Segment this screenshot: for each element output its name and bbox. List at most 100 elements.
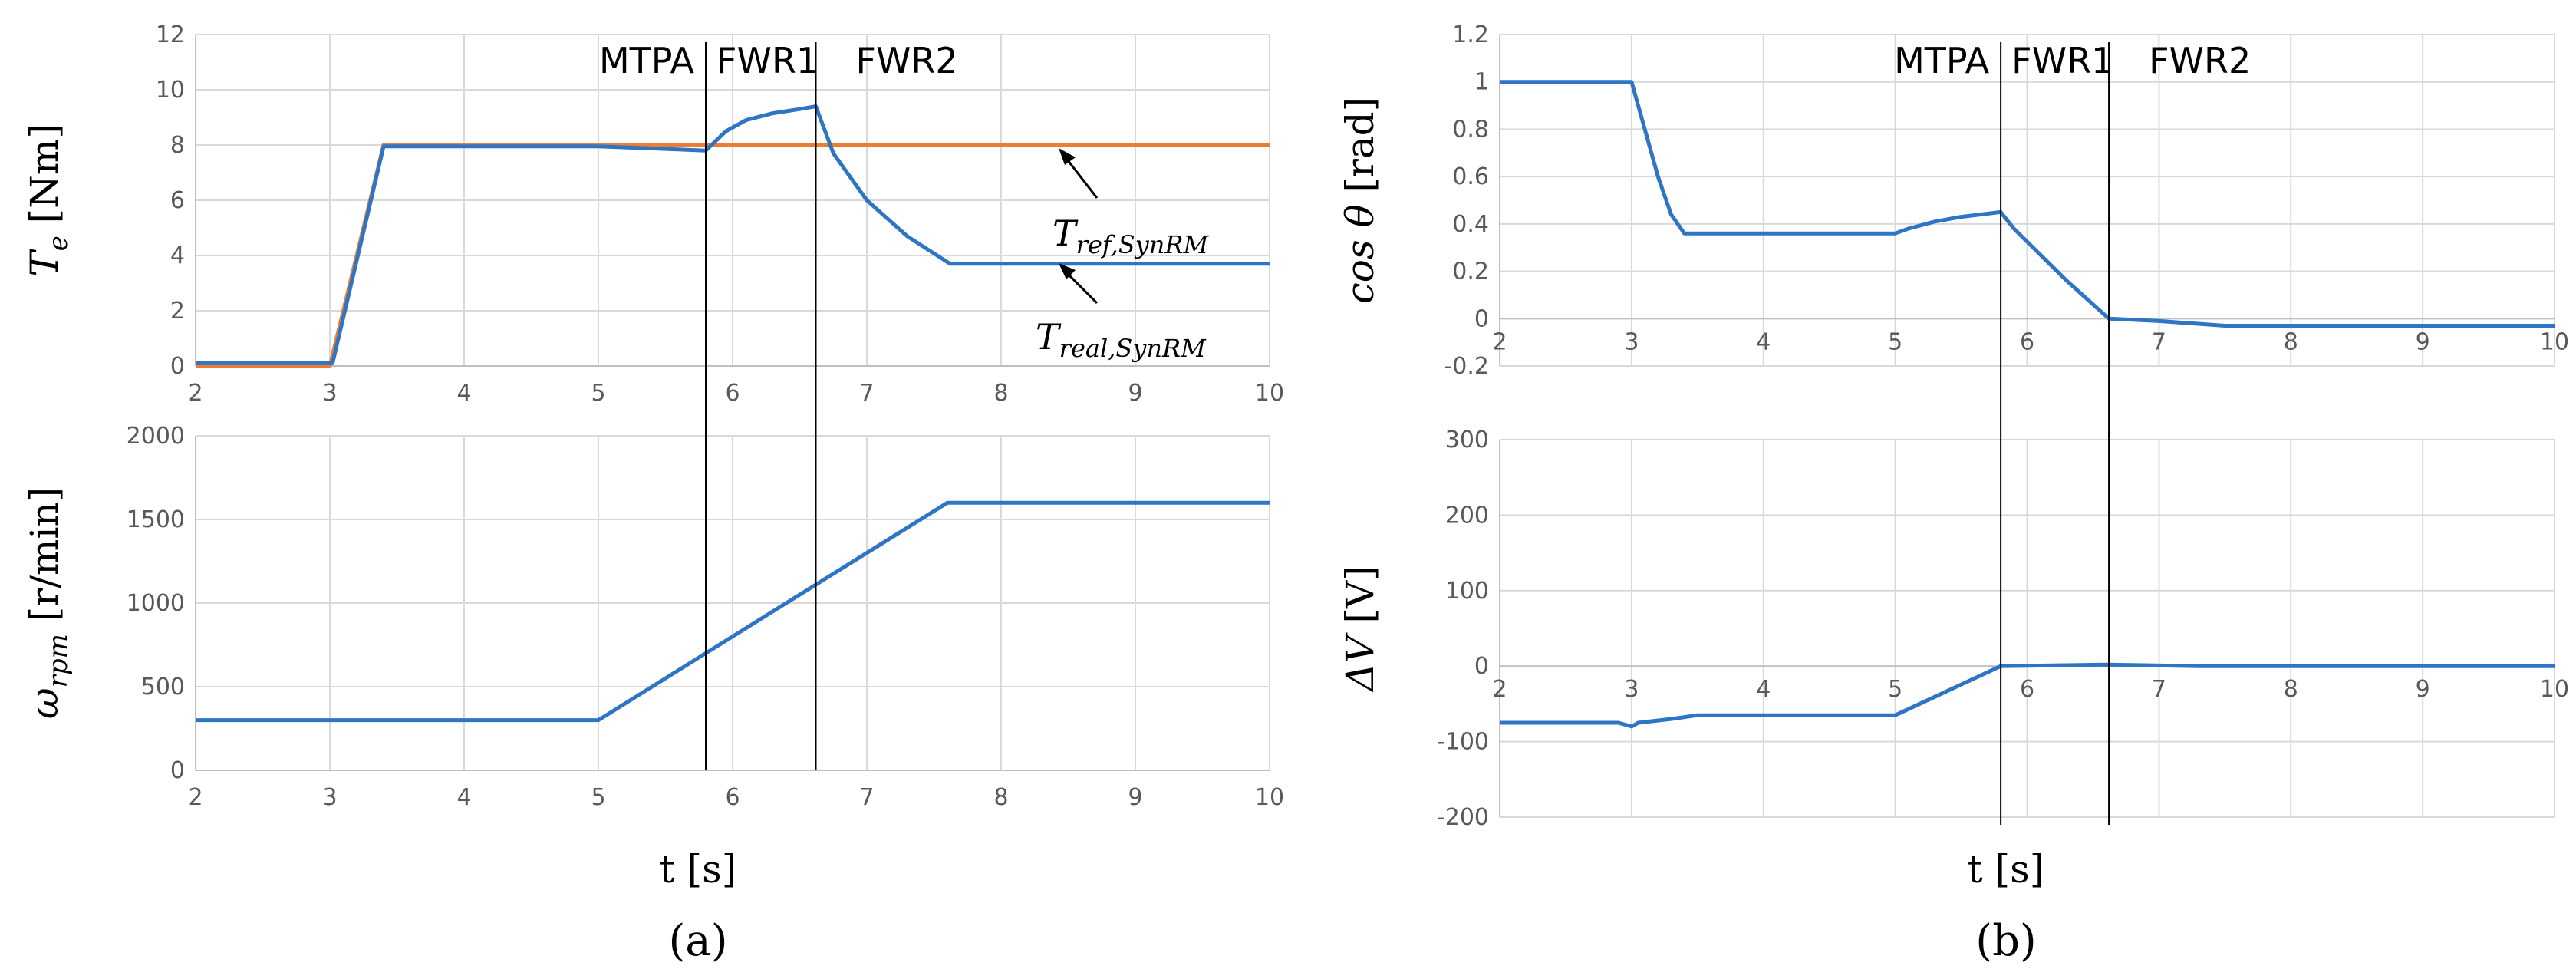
- y-tick-label: 200: [1445, 502, 1489, 529]
- x-tick-label: 6: [2020, 328, 2034, 355]
- region-label-fwr1: FWR1: [716, 40, 819, 81]
- annotation-treal: Treal,SynRM: [1036, 263, 1207, 363]
- y-tick-label: 2: [170, 298, 185, 325]
- x-tick-label: 8: [993, 380, 1008, 407]
- x-tick-label: 5: [591, 784, 605, 811]
- y-tick-label: 12: [156, 21, 185, 48]
- y-tick-label: 1000: [127, 590, 185, 617]
- x-tick-label: 5: [1888, 328, 1902, 355]
- x-axis-label-a: t [s]: [660, 847, 737, 892]
- chart-power-factor: -0.2 0 0.2 0.4 0.6 0.8 1 1.2 2 3 4 5 6 7 8 9 10 cos θ [ra…: [1338, 21, 2569, 380]
- x-tick-label: 10: [2540, 676, 2569, 703]
- svg-text:Treal,SynRM: Treal,SynRM: [1036, 316, 1207, 363]
- x-tick-label: 6: [725, 380, 740, 407]
- svg-text:Tref,SynRM: Tref,SynRM: [1052, 213, 1210, 259]
- y-tick-label: 8: [170, 132, 185, 159]
- x-tick-label: 2: [188, 784, 203, 811]
- x-tick-label: 8: [2284, 328, 2298, 355]
- y-axis-label: cos θ [rad]: [1338, 97, 1382, 304]
- x-tick-label: 5: [1888, 676, 1902, 703]
- annotation-treal-main: T: [1036, 316, 1062, 358]
- y-axis-label-unit: [r/min]: [22, 487, 67, 634]
- caption-b: (b): [1975, 916, 2037, 966]
- annotation-tref-main: T: [1052, 213, 1079, 254]
- y-tick-label: 6: [170, 187, 185, 214]
- y-tick-label: 1.2: [1452, 21, 1489, 48]
- x-tick-label: 7: [859, 380, 874, 407]
- y-axis-label-main: ω: [22, 687, 67, 719]
- y-tick-label: 0.2: [1452, 259, 1489, 285]
- x-tick-label: 10: [1255, 380, 1284, 407]
- x-tick-label: 9: [1128, 380, 1142, 407]
- y-tick-label: 10: [156, 77, 185, 104]
- y-axis-label: Te [Nm]: [22, 124, 74, 277]
- x-tick-label: 6: [725, 784, 740, 811]
- y-tick-label: -200: [1437, 804, 1489, 831]
- x-tick-label: 9: [1128, 784, 1142, 811]
- region-label-mtpa: MTPA: [599, 40, 695, 81]
- x-tick-label: 10: [2540, 328, 2569, 355]
- x-tick-label: 10: [1255, 784, 1284, 811]
- y-tick-label: -0.2: [1444, 353, 1489, 380]
- x-tick-label: 4: [456, 784, 471, 811]
- y-tick-label: -100: [1437, 729, 1489, 756]
- x-tick-label: 4: [1756, 328, 1771, 355]
- series-line--rpm: [196, 500, 1270, 723]
- x-tick-label: 9: [2416, 676, 2430, 703]
- y-axis-label-sub: rpm: [43, 634, 74, 687]
- y-axis-label-main: T: [22, 249, 67, 277]
- annotation-treal-arrowhead: [1059, 263, 1076, 279]
- y-tick-label: 0.6: [1452, 163, 1489, 190]
- region-label-mtpa: MTPA: [1894, 40, 1990, 81]
- y-axis-label: ωrpm [r/min]: [22, 487, 74, 719]
- y-tick-label: 0: [170, 757, 185, 784]
- caption-a: (a): [668, 916, 727, 966]
- x-tick-label: 9: [2416, 328, 2430, 355]
- y-tick-label: 0: [1474, 305, 1489, 332]
- x-tick-label: 8: [2284, 676, 2298, 703]
- region-label-fwr2: FWR2: [856, 40, 958, 81]
- x-tick-label: 7: [2152, 676, 2166, 703]
- x-tick-label: 3: [1624, 328, 1639, 355]
- region-label-fwr1: FWR1: [2011, 40, 2113, 81]
- y-tick-label: 1: [1474, 69, 1489, 96]
- x-tick-label: 2: [1492, 328, 1507, 355]
- y-axis-label-unit: [V]: [1338, 565, 1382, 635]
- y-tick-label: 0: [170, 353, 185, 380]
- x-tick-label: 2: [188, 380, 203, 407]
- y-axis-label-main: cos θ: [1338, 204, 1382, 304]
- annotation-tref-sub: ref,SynRM: [1076, 230, 1210, 259]
- x-axis-label-b: t [s]: [1968, 847, 2045, 892]
- chart-voltage-error: -200 -100 0 100 200 300 2 3 4 5 6 7 8 9 10 ΔV [V]: [1338, 366, 2569, 831]
- y-axis-label-sub: e: [43, 236, 74, 251]
- y-axis-label-unit: [Nm]: [22, 124, 67, 236]
- x-tick-label: 8: [993, 784, 1008, 811]
- x-tick-label: 7: [859, 784, 874, 811]
- y-tick-label: 2000: [127, 423, 185, 450]
- x-tick-label: 4: [1756, 676, 1771, 703]
- region-label-fwr2: FWR2: [2149, 40, 2251, 81]
- annotation-tref: Tref,SynRM: [1052, 148, 1210, 259]
- x-tick-label: 3: [322, 784, 337, 811]
- y-tick-label: 1500: [127, 506, 185, 533]
- y-tick-label: 0.8: [1452, 116, 1489, 143]
- x-tick-label: 2: [1492, 676, 1507, 703]
- series-line-cos-: [1500, 80, 2555, 328]
- y-tick-label: 300: [1445, 427, 1489, 453]
- y-axis-label: ΔV [V]: [1338, 565, 1382, 692]
- series-line-t-real-synrm: [196, 104, 1270, 365]
- x-tick-label: 4: [456, 380, 471, 407]
- y-axis-label-unit: [rad]: [1338, 97, 1382, 205]
- x-tick-label: 7: [2152, 328, 2166, 355]
- x-tick-label: 5: [591, 380, 605, 407]
- annotation-treal-sub: real,SynRM: [1059, 334, 1207, 363]
- series-line--v: [1500, 662, 2555, 729]
- y-tick-label: 0: [1474, 653, 1489, 680]
- y-tick-label: 500: [141, 674, 185, 700]
- y-tick-label: 4: [170, 242, 185, 269]
- annotation-tref-arrowhead: [1059, 148, 1076, 165]
- x-tick-label: 3: [1624, 676, 1639, 703]
